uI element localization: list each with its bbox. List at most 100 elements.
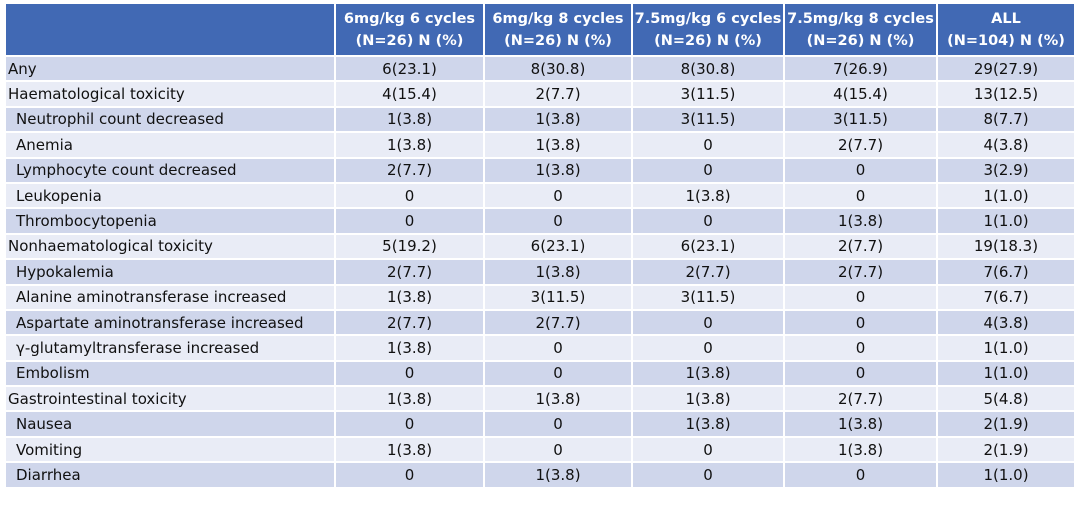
cell-value: 3(11.5) <box>631 105 785 134</box>
cell-value: 2(7.7) <box>334 258 485 286</box>
item-row: Hypokalemia 2(7.7) 1(3.8) 2(7.7) 2(7.7) 7(6.7… <box>4 258 1076 286</box>
item-row: Vomiting 1(3.8) 0 0 1(3.8) 2(1.9) <box>4 435 1076 464</box>
cell-value: 1(1.0) <box>936 181 1076 210</box>
cell-value: 0 <box>334 181 485 210</box>
group-row: Haematological toxicity 4(15.4) 2(7.7) 3(11… <box>4 80 1076 108</box>
cell-value: 1(3.8) <box>783 410 938 438</box>
cell-value: 0 <box>631 308 785 337</box>
row-label: Gastrointestinal toxicity <box>4 385 336 413</box>
cell-value: 1(3.8) <box>483 105 633 134</box>
column-header: 6mg/kg 8 cycles (N=26) N (%) <box>483 2 633 57</box>
cell-value: 2(7.7) <box>783 258 938 286</box>
row-label: Leukopenia <box>4 181 336 210</box>
group-row: Gastrointestinal toxicity 1(3.8) 1(3.8) 1(3… <box>4 385 1076 413</box>
column-header: 6mg/kg 6 cycles (N=26) N (%) <box>334 2 485 57</box>
cell-value: 7(26.9) <box>783 54 938 83</box>
cell-value: 1(3.8) <box>334 105 485 134</box>
cell-value: 1(3.8) <box>631 385 785 413</box>
column-sub: (N=26) N (%) <box>504 32 612 49</box>
cell-value: 1(3.8) <box>483 156 633 184</box>
cell-value: 0 <box>783 359 938 388</box>
cell-value: 2(7.7) <box>483 308 633 337</box>
cell-value: 3(2.9) <box>936 156 1076 184</box>
item-row: γ-glutamyltransferase increased 1(3.8) 0 0 0… <box>4 334 1076 362</box>
row-label: Alanine aminotransferase increased <box>4 283 336 311</box>
group-row: Nonhaematological toxicity 5(19.2) 6(23.1)… <box>4 232 1076 261</box>
cell-value: 2(7.7) <box>783 232 938 261</box>
cell-value: 13(12.5) <box>936 80 1076 108</box>
cell-value: 1(3.8) <box>631 410 785 438</box>
item-row: Nausea 0 0 1(3.8) 1(3.8) 2(1.9) <box>4 410 1076 438</box>
cell-value: 3(11.5) <box>483 283 633 311</box>
cell-value: 1(1.0) <box>936 207 1076 235</box>
cell-value: 2(7.7) <box>334 156 485 184</box>
cell-value: 4(3.8) <box>936 131 1076 159</box>
row-label: Aspartate aminotransferase increased <box>4 308 336 337</box>
cell-value: 0 <box>631 207 785 235</box>
column-name: 7.5mg/kg 6 cycles <box>634 10 782 27</box>
cell-value: 19(18.3) <box>936 232 1076 261</box>
cell-value: 0 <box>783 283 938 311</box>
cell-value: 2(7.7) <box>783 385 938 413</box>
cell-value: 2(7.7) <box>783 131 938 159</box>
cell-value: 1(3.8) <box>631 181 785 210</box>
cell-value: 0 <box>631 435 785 464</box>
row-label: Diarrhea <box>4 461 336 489</box>
cell-value: 1(3.8) <box>334 385 485 413</box>
row-label: Anemia <box>4 131 336 159</box>
row-label: Embolism <box>4 359 336 388</box>
cell-value: 0 <box>483 359 633 388</box>
cell-value: 0 <box>783 334 938 362</box>
cell-value: 4(15.4) <box>334 80 485 108</box>
cell-value: 2(1.9) <box>936 435 1076 464</box>
cell-value: 1(3.8) <box>334 334 485 362</box>
cell-value: 0 <box>631 131 785 159</box>
cell-value: 1(1.0) <box>936 334 1076 362</box>
cell-value: 0 <box>631 156 785 184</box>
cell-value: 0 <box>483 181 633 210</box>
cell-value: 1(3.8) <box>483 461 633 489</box>
item-row: Leukopenia 0 0 1(3.8) 0 1(1.0) <box>4 181 1076 210</box>
item-row: Embolism 0 0 1(3.8) 0 1(1.0) <box>4 359 1076 388</box>
cell-value: 3(11.5) <box>631 283 785 311</box>
cell-value: 0 <box>334 461 485 489</box>
cell-value: 1(3.8) <box>483 131 633 159</box>
cell-value: 0 <box>783 156 938 184</box>
table-body: Any 6(23.1) 8(30.8) 8(30.8) 7(26.9) 29(27.9) H… <box>4 54 1076 489</box>
cell-value: 8(7.7) <box>936 105 1076 134</box>
row-label: Hypokalemia <box>4 258 336 286</box>
item-row: Alanine aminotransferase increased 1(3.8)… <box>4 283 1076 311</box>
cell-value: 0 <box>483 410 633 438</box>
cell-value: 3(11.5) <box>631 80 785 108</box>
cell-value: 1(3.8) <box>334 435 485 464</box>
column-name: ALL <box>991 10 1021 27</box>
cell-value: 0 <box>334 410 485 438</box>
cell-value: 4(15.4) <box>783 80 938 108</box>
cell-value: 5(4.8) <box>936 385 1076 413</box>
item-row: Anemia 1(3.8) 1(3.8) 0 2(7.7) 4(3.8) <box>4 131 1076 159</box>
cell-value: 1(3.8) <box>483 385 633 413</box>
cell-value: 1(3.8) <box>631 359 785 388</box>
cell-value: 2(7.7) <box>483 80 633 108</box>
row-label: Any <box>4 54 336 83</box>
cell-value: 29(27.9) <box>936 54 1076 83</box>
cell-value: 0 <box>631 334 785 362</box>
cell-value: 4(3.8) <box>936 308 1076 337</box>
column-sub: (N=26) N (%) <box>355 32 464 49</box>
row-label: Lymphocyte count decreased <box>4 156 336 184</box>
header-corner <box>4 2 336 57</box>
cell-value: 7(6.7) <box>936 283 1076 311</box>
cell-value: 1(3.8) <box>783 207 938 235</box>
cell-value: 0 <box>483 435 633 464</box>
cell-value: 2(7.7) <box>631 258 785 286</box>
cell-value: 0 <box>334 207 485 235</box>
cell-value: 6(23.1) <box>483 232 633 261</box>
row-label: Nausea <box>4 410 336 438</box>
column-header: 7.5mg/kg 8 cycles (N=26) N (%) <box>783 2 938 57</box>
item-row: Aspartate aminotransferase increased 2(7.… <box>4 308 1076 337</box>
item-row: Diarrhea 0 1(3.8) 0 0 1(1.0) <box>4 461 1076 489</box>
column-name: 6mg/kg 8 cycles <box>492 10 624 27</box>
column-sub: (N=104) N (%) <box>947 32 1065 49</box>
cell-value: 0 <box>334 359 485 388</box>
